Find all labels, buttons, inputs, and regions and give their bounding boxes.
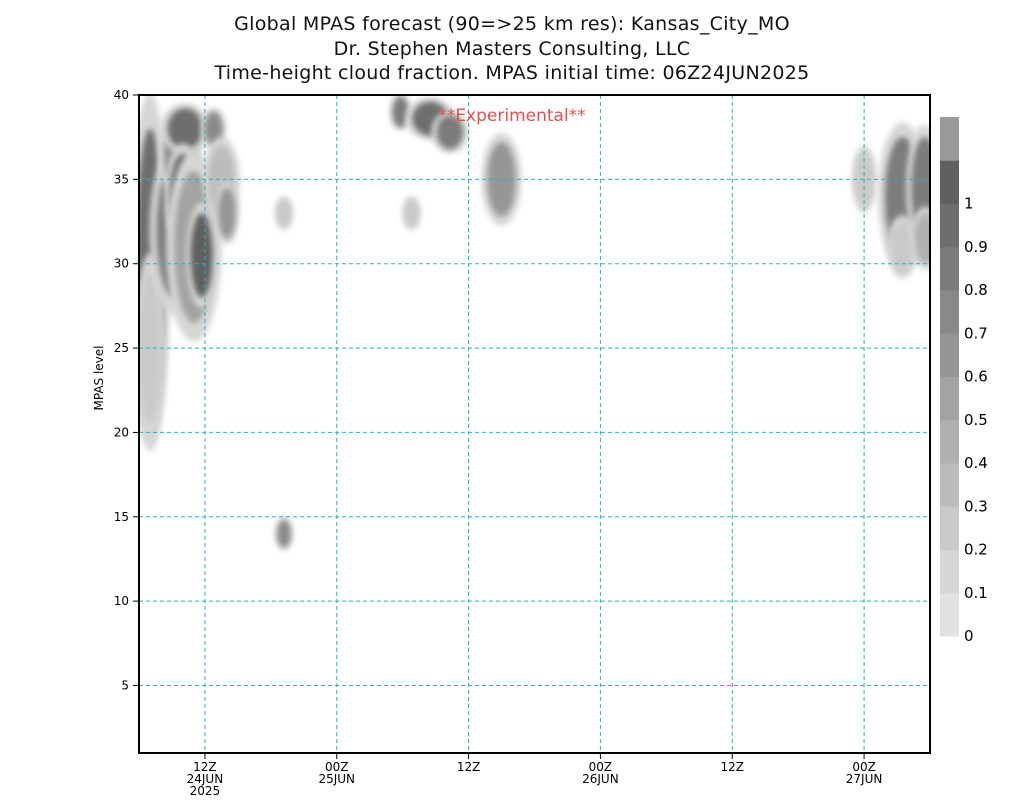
y-tick-label-5: 5 [121,679,129,693]
chart-description: Time-height cloud fraction. MPAS initial… [214,62,810,84]
cloud-cell-4 [167,108,203,149]
y-tick-label-20: 20 [114,425,129,439]
x-tick-label-48-0: 00Z [589,760,613,774]
cloud-fraction-field [139,95,930,551]
y-tick-label-40: 40 [114,88,129,102]
x-tick-label-12-1: 24JUN [187,772,224,786]
colorbar-swatch-10 [940,160,959,204]
colorbar-swatch-7 [940,290,959,334]
cloud-cell-7 [190,213,213,298]
cloud-cell-17 [487,142,516,217]
colorbar-swatch-9 [940,203,959,248]
colorbar-label-3: 0.3 [964,497,988,515]
colorbar-swatch-2 [940,506,959,550]
experimental-watermark: **Experimental** [438,106,585,126]
colorbar-label-1: 0.1 [964,584,988,602]
x-tick-label-24-0: 00Z [325,760,349,774]
cloud-cell-12 [277,520,291,548]
chart-title-block: Global MPAS forecast (90=>25 km res): Ka… [0,12,1024,86]
grid [139,95,930,753]
x-tick-label-12-0: 12Z [193,760,217,774]
y-axis-label: MPAS level [92,346,106,411]
cloud-cell-14 [404,199,419,227]
colorbar-label-9: 0.9 [964,238,988,256]
chart-title: Global MPAS forecast (90=>25 km res): Ka… [234,13,790,35]
colorbar-swatch-4 [940,419,959,464]
cloud-cell-16 [436,115,464,149]
colorbar-label-0: 0 [964,627,974,645]
colorbar-swatch-8 [940,246,959,291]
x-tick-label-36-0: 12Z [457,760,481,774]
colorbar-label-6: 0.6 [964,368,988,386]
cloud-cell-8 [204,111,223,146]
y-tick-label-25: 25 [114,341,129,355]
colorbar-label-7: 0.7 [964,324,988,342]
cloud-cell-13 [392,96,409,128]
colorbar-label-5: 0.5 [964,411,988,429]
colorbar: 0 0.1 0.2 0.3 0.4 0.5 0.6 0.7 0.8 0.9 1 [940,117,988,645]
x-tick-label-12-2: 2025 [190,784,221,798]
cloud-cell-20 [891,221,914,273]
y-tick-label-15: 15 [114,510,129,524]
plot-background [139,95,930,753]
x-tick-label-24-1: 25JUN [318,772,355,786]
y-tick-label-30: 30 [114,257,129,271]
colorbar-swatch-3 [940,463,959,507]
x-tick-label-48-1: 26JUN [582,772,619,786]
cloud-cell-22 [914,213,930,264]
plot-frame [138,94,931,754]
cloud-cell-10 [218,187,236,239]
cloud-cell-11 [277,199,291,227]
y-axis: 5 10 15 20 25 30 35 40 [114,88,139,693]
colorbar-swatch-5 [940,376,959,421]
colorbar-swatch-0 [940,592,959,637]
colorbar-label-2: 0.2 [964,541,988,559]
x-tick-label-72-0: 00Z [852,760,876,774]
y-tick-label-35: 35 [114,172,129,186]
colorbar-label-4: 0.4 [964,454,988,472]
colorbar-label-10: 1 [964,195,974,213]
x-tick-label-60-0: 12Z [721,760,745,774]
chart-subtitle: Dr. Stephen Masters Consulting, LLC [333,37,691,60]
x-tick-label-72-1: 27JUN [846,772,883,786]
y-tick-label-10: 10 [114,594,129,608]
colorbar-swatch-1 [940,549,959,594]
colorbar-swatch-11 [940,117,959,161]
colorbar-swatch-6 [940,333,959,377]
colorbar-label-8: 0.8 [964,281,988,299]
